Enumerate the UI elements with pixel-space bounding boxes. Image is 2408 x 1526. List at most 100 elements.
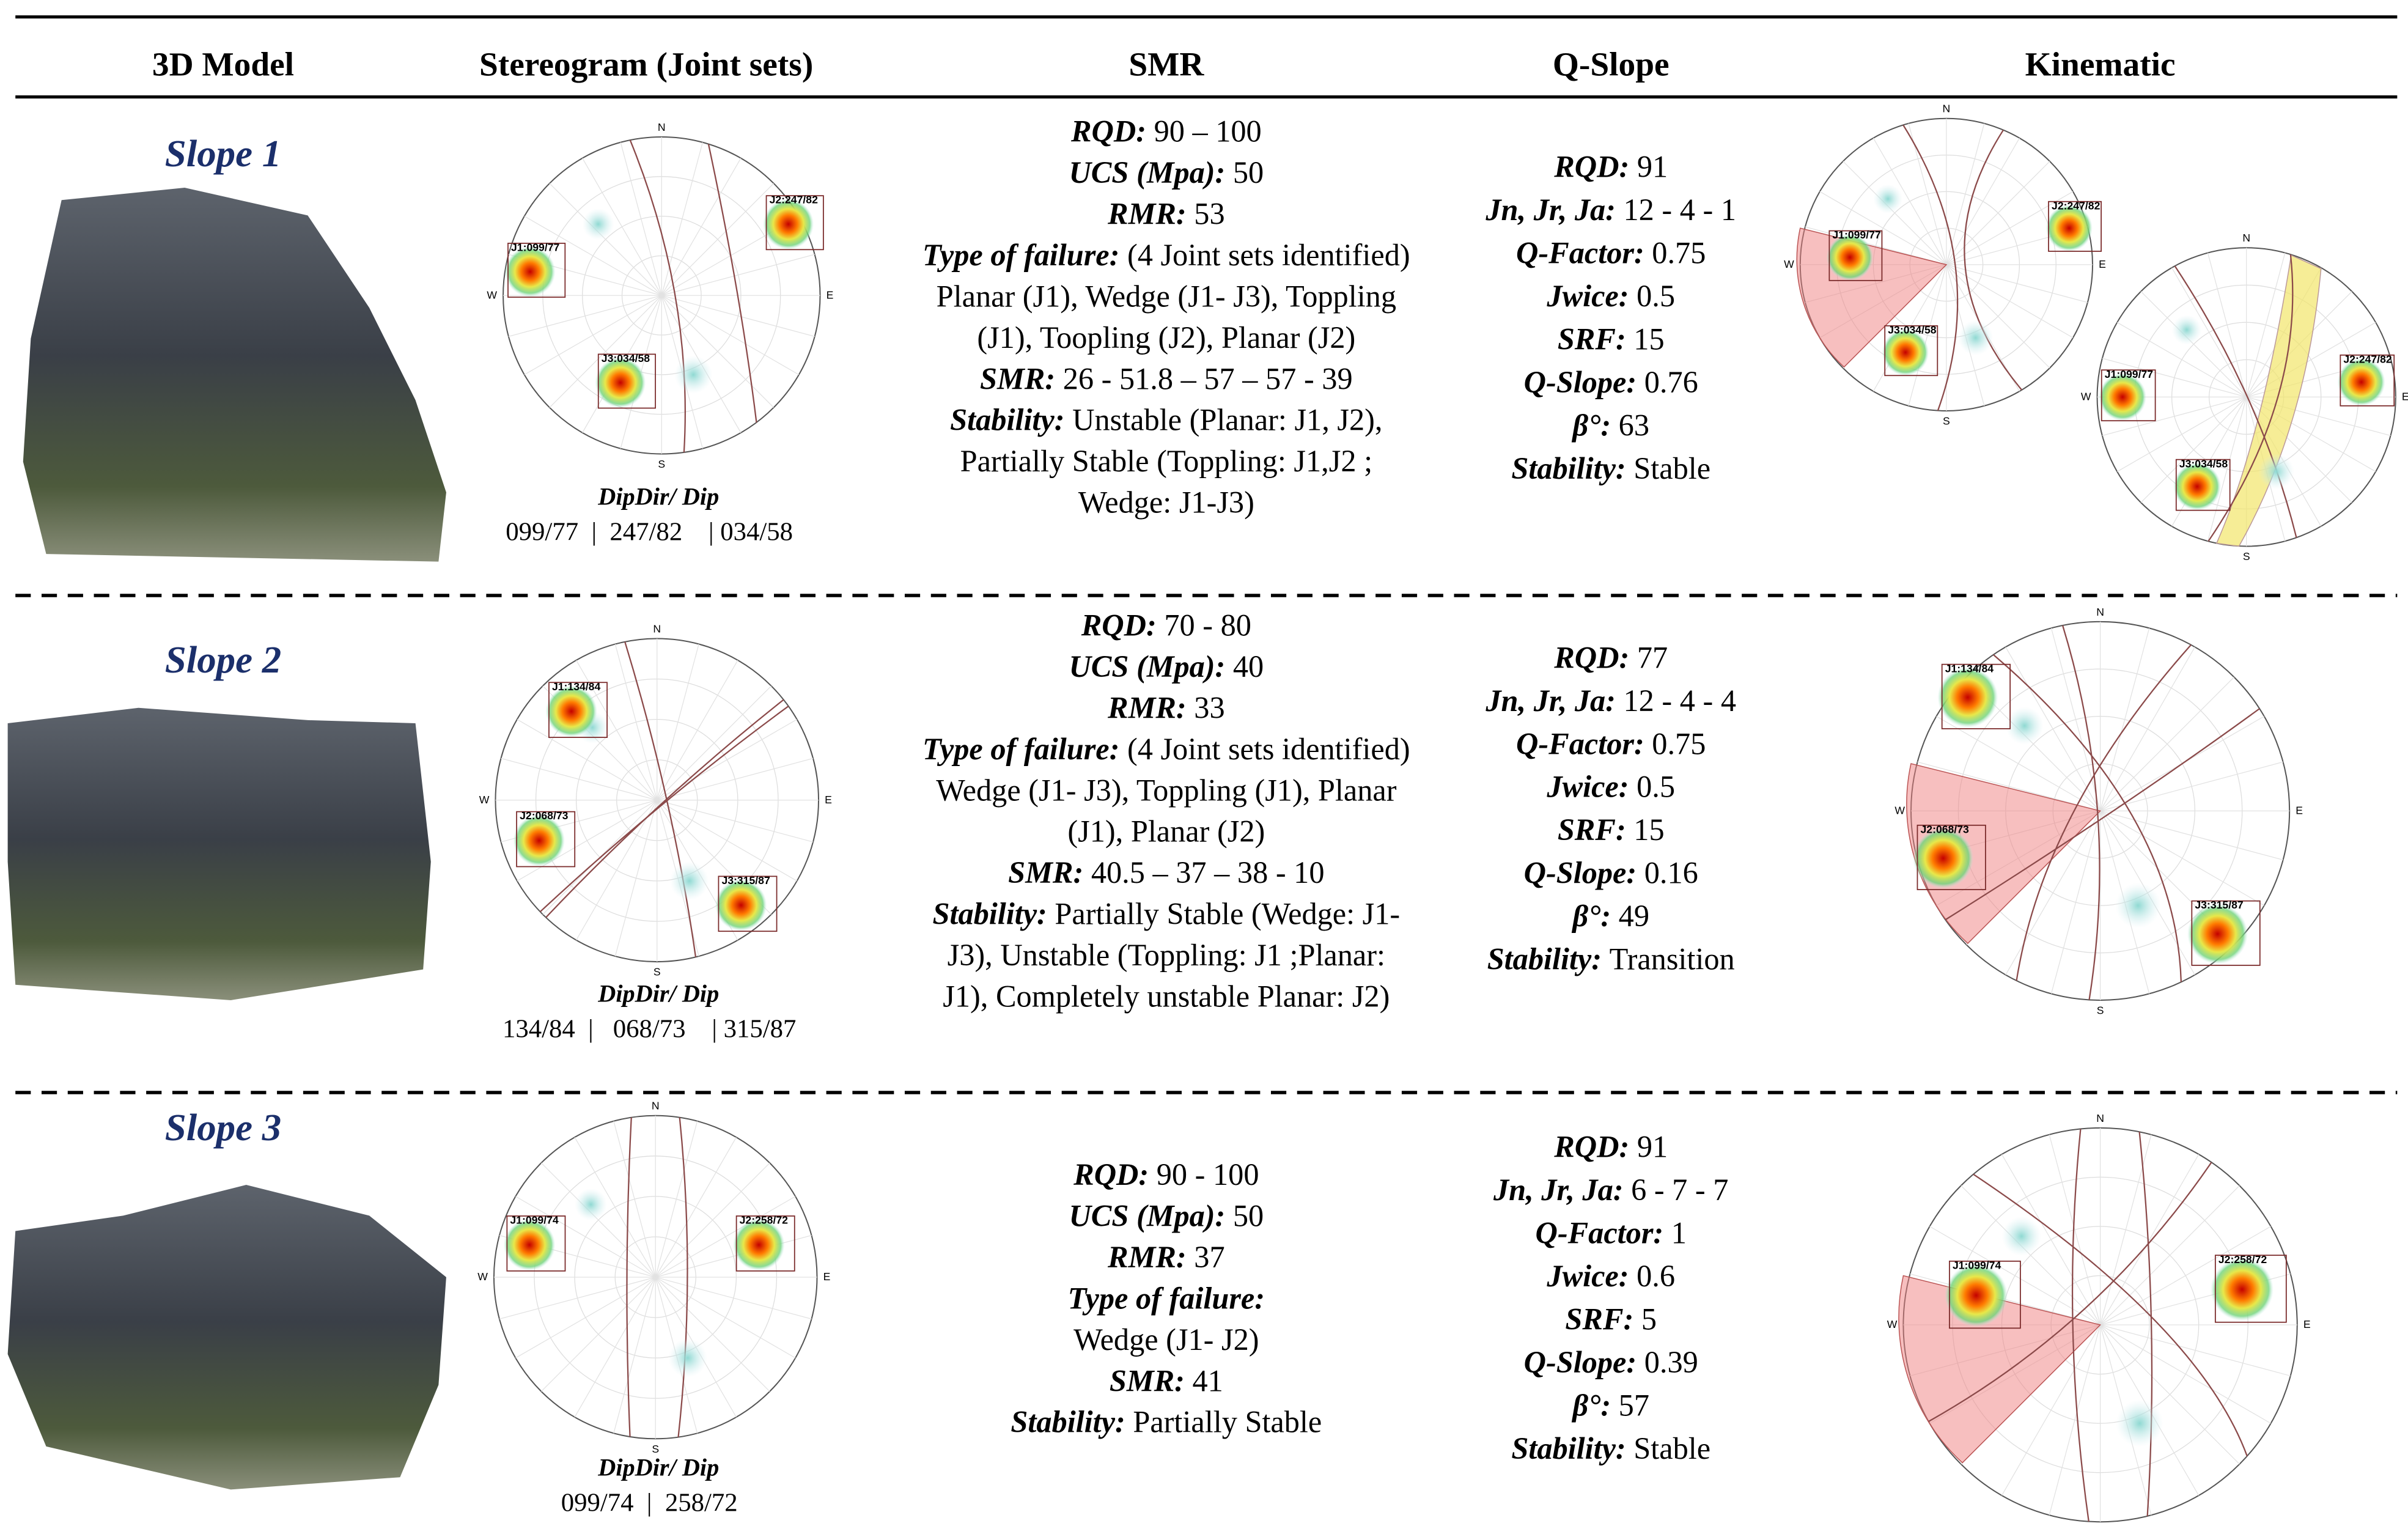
field-value: 41 — [1193, 1363, 1223, 1398]
field-value: 50 — [1233, 1198, 1264, 1233]
pole-concentration — [2187, 904, 2248, 964]
field-label: Jn, Jr, Ja: — [1493, 1173, 1624, 1207]
pole-concentration — [763, 199, 814, 249]
field-value: Wedge: J1-J3) — [1078, 485, 1254, 520]
compass-label: W — [487, 289, 497, 301]
compass-label: N — [2096, 1112, 2104, 1124]
text-line: Wedge (J1- J2) — [1073, 1322, 1259, 1357]
field-value: 91 — [1637, 1130, 1668, 1164]
pole-concentration — [2211, 1258, 2274, 1321]
compass-label: W — [2081, 390, 2091, 402]
field-label: RQD: — [1553, 640, 1629, 674]
compass-label: N — [653, 622, 661, 635]
cool-spot — [2116, 1399, 2163, 1447]
joint-label: J1:099/77 — [511, 241, 560, 254]
compass-label: S — [2243, 550, 2250, 562]
column-header: 3D Model — [152, 45, 294, 83]
field-label: UCS (Mpa): — [1069, 649, 1225, 684]
text-line: Stability:Partially Stable (Wedge: J1- — [932, 897, 1400, 931]
pole-concentration — [715, 879, 767, 931]
field-label: Q-Slope: — [1524, 1345, 1637, 1379]
field-label: Type of failure: — [1068, 1281, 1265, 1315]
field-label: Stability: — [1487, 942, 1602, 976]
text-line: SRF:15 — [1558, 322, 1665, 356]
field-label: Type of failure: — [922, 238, 1119, 272]
text-line: Stability:Partially Stable — [1011, 1405, 1322, 1439]
pole-concentration — [2099, 373, 2146, 421]
field-value: 90 - 100 — [1157, 1157, 1259, 1192]
joint-label: J2:258/72 — [2218, 1253, 2267, 1266]
compass-label: S — [658, 458, 665, 470]
field-label: Q-Factor: — [1516, 235, 1644, 270]
field-label: SMR: — [980, 361, 1055, 396]
cool-spot — [2006, 707, 2044, 745]
field-value: 0.5 — [1637, 279, 1675, 313]
stereogram-values: 099/77 | 247/82 | 034/58 — [506, 517, 793, 546]
field-label: RQD: — [1073, 1157, 1149, 1192]
field-value: 15 — [1633, 322, 1664, 356]
field-label: RQD: — [1081, 608, 1157, 642]
cool-spot — [670, 861, 709, 900]
stereogram-caption: DipDir/ Dip — [597, 979, 719, 1007]
joint-label: J1:099/74 — [510, 1214, 559, 1226]
text-line: SMR:26 - 51.8 – 57 – 57 - 39 — [980, 361, 1353, 396]
field-value: 50 — [1233, 155, 1264, 190]
text-line: (J1), Toopling (J2), Planar (J2) — [977, 320, 1355, 355]
compass-label: W — [479, 794, 490, 806]
text-line: Stability:Unstable (Planar: J1, J2), — [950, 403, 1382, 437]
text-line: Type of failure: — [1068, 1281, 1265, 1315]
joint-label: J3:034/58 — [2179, 457, 2228, 470]
text-line: Jwice:0.5 — [1546, 770, 1675, 804]
text-line: β°:57 — [1571, 1388, 1649, 1423]
field-value: 0.39 — [1644, 1345, 1698, 1379]
compass-label: E — [823, 1270, 831, 1283]
pole-concentration — [2173, 463, 2221, 511]
rock-model — [8, 708, 431, 1000]
text-line: Stability:Stable — [1511, 1431, 1710, 1465]
joint-label: J2:247/82 — [770, 194, 819, 206]
pole-concentration — [545, 685, 597, 737]
cool-spot — [1958, 320, 1993, 355]
joint-label: J3:034/58 — [602, 352, 650, 364]
text-line: Planar (J1), Wedge (J1- J3), Toppling — [937, 279, 1396, 313]
text-line: RQD:90 – 100 — [1070, 114, 1262, 149]
field-value: 57 — [1619, 1388, 1649, 1423]
field-value: 91 — [1637, 149, 1668, 183]
pole-concentration — [1882, 329, 1929, 376]
compass-label: E — [2303, 1318, 2311, 1330]
field-label: SMR: — [1008, 855, 1083, 890]
field-value: 6 - 7 - 7 — [1631, 1173, 1728, 1207]
field-label: Q-Slope: — [1524, 856, 1637, 890]
text-line: Type of failure:(4 Joint sets identified… — [922, 238, 1410, 272]
field-label: Jwice: — [1546, 770, 1629, 804]
pole-concentration — [1945, 1264, 2008, 1327]
text-line: Stability:Stable — [1511, 451, 1710, 485]
compass-label: E — [827, 289, 834, 301]
field-label: UCS (Mpa): — [1069, 1198, 1225, 1233]
pole-concentration — [1827, 234, 1874, 281]
compass-label: S — [2097, 1004, 2104, 1017]
field-label: UCS (Mpa): — [1069, 155, 1225, 190]
text-line: RMR:53 — [1107, 196, 1225, 230]
text-line: Jn, Jr, Ja:6 - 7 - 7 — [1493, 1173, 1728, 1207]
cool-spot — [1873, 184, 1902, 213]
pole-concentration — [595, 357, 646, 408]
text-line: J1), Completely unstable Planar: J2) — [943, 979, 1390, 1014]
slope-title: Slope 1 — [165, 132, 281, 175]
text-line: RQD:91 — [1553, 1130, 1668, 1164]
joint-label: J2:247/82 — [2343, 353, 2392, 365]
joint-label: J2:068/73 — [1920, 823, 1969, 835]
text-line: Q-Slope:0.16 — [1524, 856, 1698, 890]
joint-label: J3:315/87 — [721, 874, 770, 886]
compass-label: E — [825, 794, 832, 806]
stereogram-values: 099/74 | 258/72 — [561, 1489, 738, 1517]
text-line: RQD:77 — [1553, 640, 1668, 674]
field-label: RMR: — [1107, 196, 1187, 230]
field-label: SMR: — [1110, 1363, 1185, 1398]
field-value: Stable — [1633, 1431, 1710, 1465]
pole-concentration — [1913, 828, 1973, 888]
field-value: Partially Stable — [1133, 1405, 1322, 1439]
joint-label: J1:099/74 — [1953, 1259, 2001, 1271]
field-label: Q-Factor: — [1536, 1216, 1664, 1250]
